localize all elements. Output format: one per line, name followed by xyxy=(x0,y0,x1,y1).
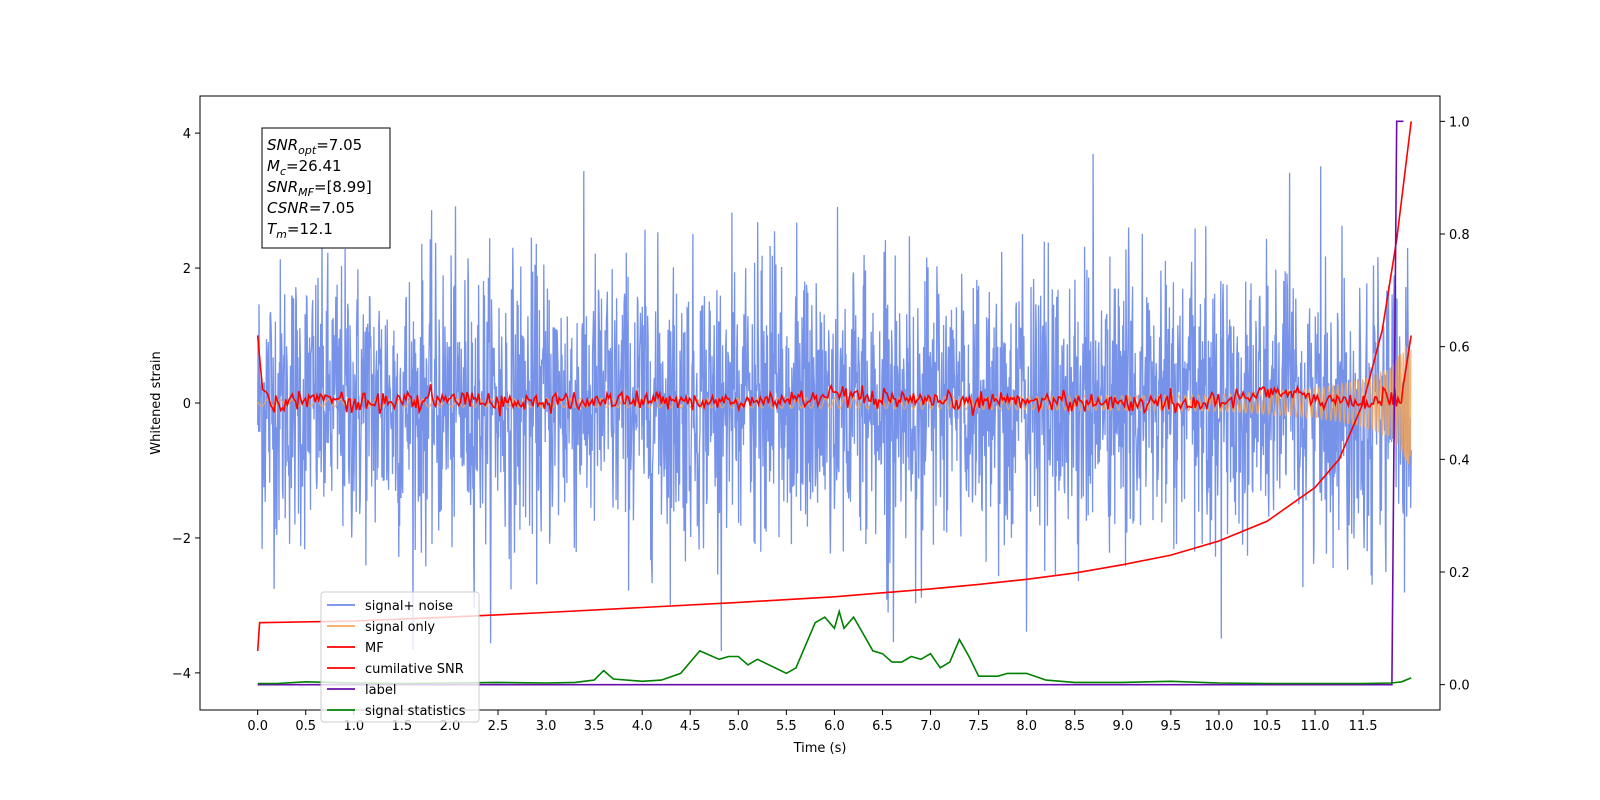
legend: signal+ noise signal only MF cumilative SNR… xyxy=(320,591,480,723)
x-axis-label: Time (s) xyxy=(793,741,847,756)
y-tick-label: −4 xyxy=(172,667,191,682)
legend-label: cumilative SNR xyxy=(365,662,464,677)
x-tick-label: 10.0 xyxy=(1204,719,1233,734)
x-tick-label: 10.5 xyxy=(1253,719,1282,734)
x-tick-label: 8.0 xyxy=(1016,719,1037,734)
annotation-line: CSNR=7.05 xyxy=(267,199,355,217)
x-tick-label: 6.5 xyxy=(872,719,893,734)
x-tick-label: 2.0 xyxy=(440,719,461,734)
x-tick-label: 5.5 xyxy=(776,719,797,734)
legend-label: signal only xyxy=(365,620,435,635)
x-tick-label: 0.0 xyxy=(247,719,268,734)
x-tick-label: 4.0 xyxy=(632,719,653,734)
x-tick-label: 7.5 xyxy=(968,719,989,734)
x-tick-label: 7.0 xyxy=(920,719,941,734)
x-tick-label: 4.5 xyxy=(680,719,701,734)
y-tick-label: 4 xyxy=(183,127,191,142)
annotation-line: Tm=12.1 xyxy=(267,220,333,241)
series-signal-noise-line xyxy=(257,153,1412,652)
y2-tick-label: 0.2 xyxy=(1449,566,1470,581)
x-tick-label: 11.0 xyxy=(1301,719,1330,734)
annotation-box: SNRopt=7.05Mc=26.41SNRMF=[8.99]CSNR=7.05… xyxy=(261,127,391,249)
x-tick-label: 2.5 xyxy=(488,719,509,734)
y-tick-label: 2 xyxy=(183,262,191,277)
legend-label: MF xyxy=(365,641,384,656)
y-tick-label: 0 xyxy=(183,397,191,412)
x-tick-label: 1.0 xyxy=(343,719,364,734)
x-tick-label: 3.0 xyxy=(536,719,557,734)
x-tick-label: 11.5 xyxy=(1349,719,1378,734)
y-axis-left: 4 2 0 −2 −4 xyxy=(172,127,200,682)
annotation-line: Mc=26.41 xyxy=(267,157,342,178)
y2-tick-label: 0.4 xyxy=(1449,453,1470,468)
x-tick-label: 5.0 xyxy=(728,719,749,734)
y2-tick-label: 0.6 xyxy=(1449,341,1470,356)
annotation-line: SNRMF=[8.99] xyxy=(267,178,372,199)
y2-tick-label: 1.0 xyxy=(1449,115,1470,130)
series-mf-line xyxy=(256,335,1412,417)
annotation-line: SNRopt=7.05 xyxy=(267,136,362,157)
legend-label: signal+ noise xyxy=(365,599,453,614)
y-axis-right: 1.0 0.8 0.6 0.4 0.2 0.0 xyxy=(1440,115,1470,694)
x-tick-label: 9.0 xyxy=(1112,719,1133,734)
legend-label: signal statistics xyxy=(365,704,466,719)
y-tick-label: −2 xyxy=(172,532,191,547)
series-signal-statistics-line xyxy=(257,608,1412,685)
annotation-frame xyxy=(261,127,391,249)
legend-frame xyxy=(320,591,480,723)
legend-label: label xyxy=(365,683,396,698)
series-layer xyxy=(256,120,1412,686)
y2-tick-label: 0.8 xyxy=(1449,228,1470,243)
x-axis: 0.0 0.5 1.0 1.5 2.0 2.5 3.0 3.5 4.0 4.5 5.0 5.5 6.0 6… xyxy=(247,710,1378,734)
y-axis-label: Whitened strain xyxy=(149,351,164,454)
series-cumulative-snr-line xyxy=(256,121,1412,651)
x-tick-label: 9.5 xyxy=(1161,719,1182,734)
x-tick-label: 6.0 xyxy=(824,719,845,734)
x-tick-label: 3.5 xyxy=(584,719,605,734)
y2-tick-label: 0.0 xyxy=(1449,679,1470,694)
series-label-line xyxy=(257,120,1404,686)
x-tick-label: 0.5 xyxy=(295,719,316,734)
x-tick-label: 1.5 xyxy=(392,719,413,734)
x-tick-label: 8.5 xyxy=(1064,719,1085,734)
